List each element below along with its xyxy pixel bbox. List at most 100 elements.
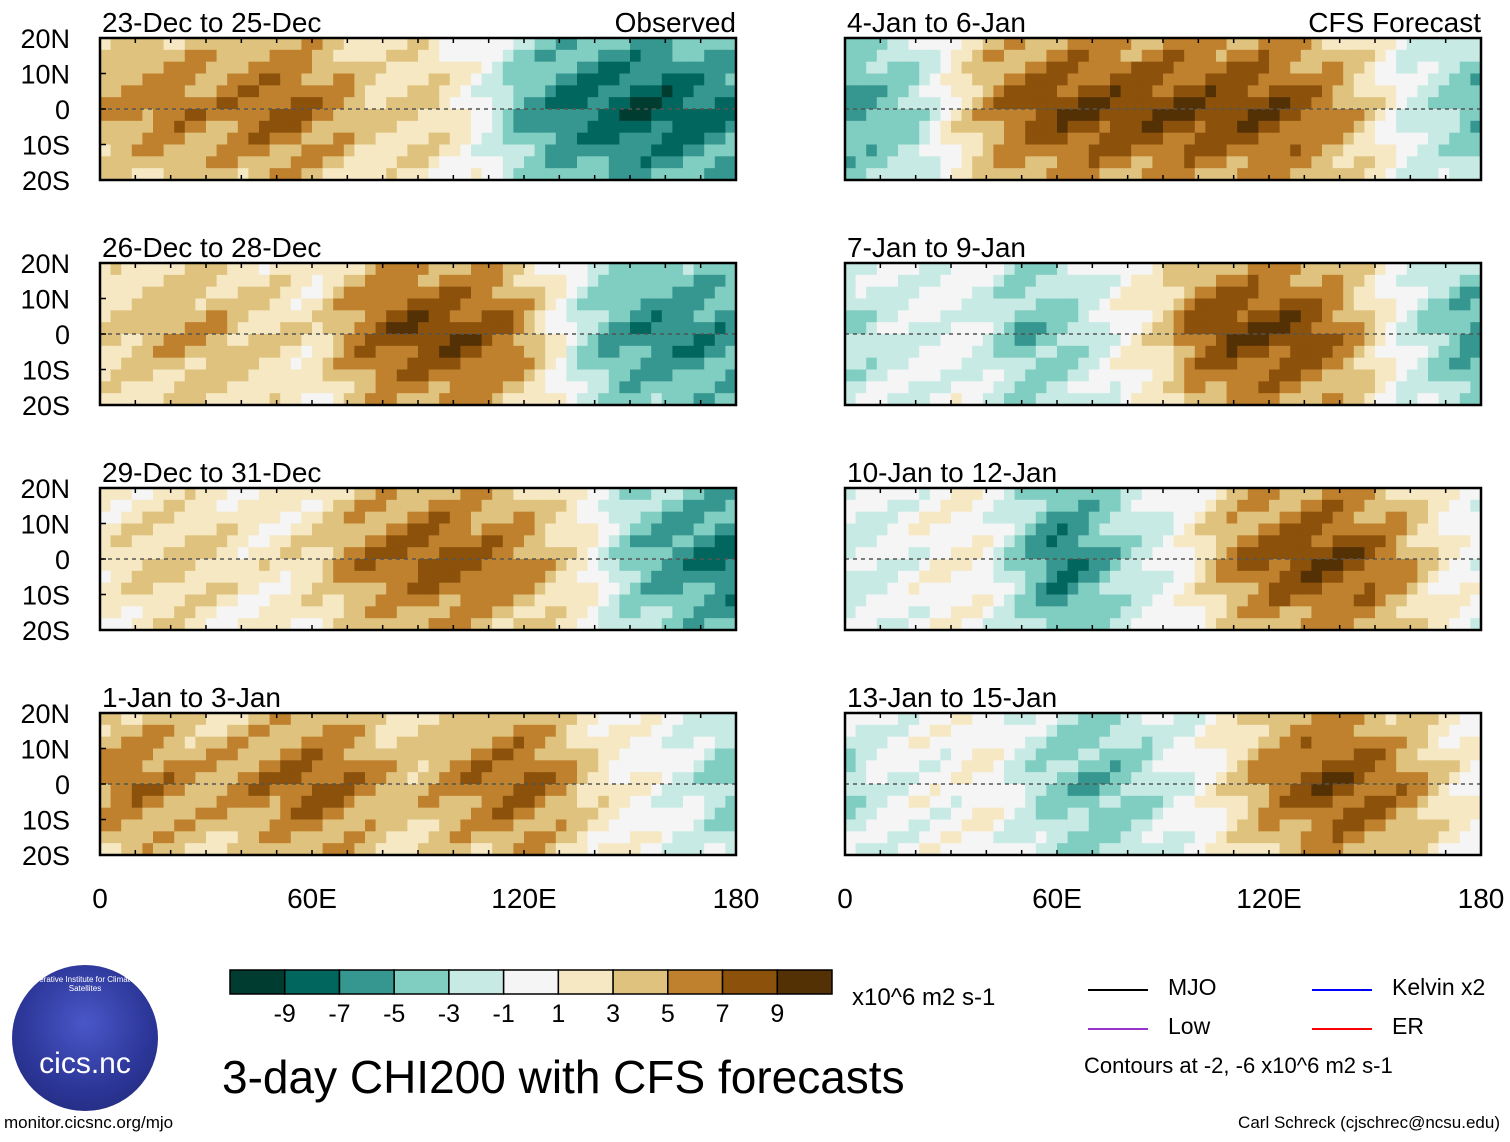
chi-cell: [898, 488, 910, 501]
chi-cell: [683, 156, 695, 169]
chi-cell: [206, 156, 218, 169]
chi-cell: [1311, 263, 1323, 276]
chi-cell: [163, 535, 175, 548]
chi-cell: [704, 831, 716, 844]
chi-cell: [396, 310, 408, 323]
chi-cell: [1120, 73, 1132, 86]
chi-cell: [1459, 38, 1471, 51]
chi-cell: [195, 499, 207, 513]
chi-cell: [714, 393, 726, 406]
chi-cell: [704, 144, 716, 157]
chi-cell: [993, 488, 1005, 501]
chi-cell: [630, 831, 642, 844]
chi-cell: [1459, 263, 1471, 276]
chi-cell: [375, 156, 387, 169]
chi-cell: [1184, 144, 1196, 157]
chi-cell: [195, 488, 207, 501]
chi-cell: [386, 310, 398, 323]
chi-cell: [1014, 369, 1026, 382]
chi-cell: [131, 263, 143, 276]
chi-cell: [1290, 310, 1302, 323]
chi-cell: [1078, 298, 1090, 311]
chi-cell: [195, 286, 207, 300]
chi-cell: [725, 97, 737, 110]
chi-cell: [704, 582, 716, 596]
chi-cell: [195, 795, 207, 809]
chi-cell: [672, 511, 684, 525]
chi-cell: [184, 843, 196, 856]
chi-cell: [428, 357, 440, 371]
chi-cell: [1046, 168, 1058, 181]
chi-cell: [259, 298, 271, 311]
chi-cell: [566, 274, 578, 288]
chi-cell: [100, 109, 112, 122]
chi-cell: [587, 345, 599, 359]
chi-cell: [1120, 85, 1132, 98]
chi-cell: [237, 49, 249, 63]
chi-cell: [1205, 488, 1217, 501]
chi-cell: [566, 488, 578, 501]
chi-cell: [1311, 156, 1323, 169]
chi-cell: [460, 263, 472, 276]
chi-cell: [898, 274, 910, 288]
chi-cell: [993, 357, 1005, 371]
chi-cell: [908, 322, 920, 335]
chi-cell: [1014, 132, 1026, 146]
chi-cell: [577, 120, 589, 134]
chi-cell: [640, 618, 652, 631]
chi-cell: [577, 559, 589, 572]
chi-cell: [343, 843, 355, 856]
chi-cell: [439, 73, 451, 86]
chi-cell: [142, 357, 154, 371]
chi-cell: [993, 547, 1005, 560]
chi-cell: [227, 156, 239, 169]
chi-cell: [312, 49, 324, 63]
chi-cell: [184, 345, 196, 359]
chi-cell: [259, 535, 271, 548]
chi-cell: [524, 724, 536, 738]
chi-cell: [672, 618, 684, 631]
chi-cell: [301, 263, 313, 276]
chi-cell: [502, 831, 514, 844]
chi-cell: [343, 120, 355, 134]
chi-cell: [142, 499, 154, 513]
chi-cell: [365, 73, 377, 86]
chi-cell: [566, 772, 578, 785]
chi-cell: [725, 582, 737, 596]
chi-cell: [1163, 298, 1175, 311]
chi-cell: [693, 61, 705, 75]
chi-cell: [640, 547, 652, 560]
chi-cell: [184, 156, 196, 169]
chi-cell: [845, 570, 857, 584]
chi-cell: [269, 807, 281, 821]
chi-cell: [1078, 381, 1090, 394]
chi-cell: [290, 499, 302, 513]
chi-cell: [481, 748, 493, 761]
chi-cell: [524, 286, 536, 300]
chi-cell: [449, 724, 461, 738]
chi-cell: [1194, 559, 1206, 572]
chi-cell: [312, 97, 324, 110]
chi-cell: [333, 298, 345, 311]
chi-cell: [929, 322, 941, 335]
chi-cell: [1226, 511, 1238, 525]
chi-cell: [280, 38, 292, 51]
chi-cell: [661, 713, 673, 726]
chi-cell: [693, 369, 705, 382]
chi-cell: [982, 120, 994, 134]
chi-cell: [206, 381, 218, 394]
chi-cell: [471, 38, 483, 51]
chi-cell: [195, 594, 207, 607]
chi-cell: [396, 784, 408, 797]
chi-cell: [100, 535, 112, 548]
chi-cell: [661, 831, 673, 844]
chi-cell: [174, 784, 186, 797]
chi-cell: [100, 713, 112, 726]
chi-cell: [131, 286, 143, 300]
chi-cell: [1279, 357, 1291, 371]
chi-cell: [683, 369, 695, 382]
chi-cell: [1141, 38, 1153, 51]
chi-cell: [1152, 263, 1164, 276]
chi-cell: [1353, 499, 1365, 513]
chi-cell: [640, 784, 652, 797]
